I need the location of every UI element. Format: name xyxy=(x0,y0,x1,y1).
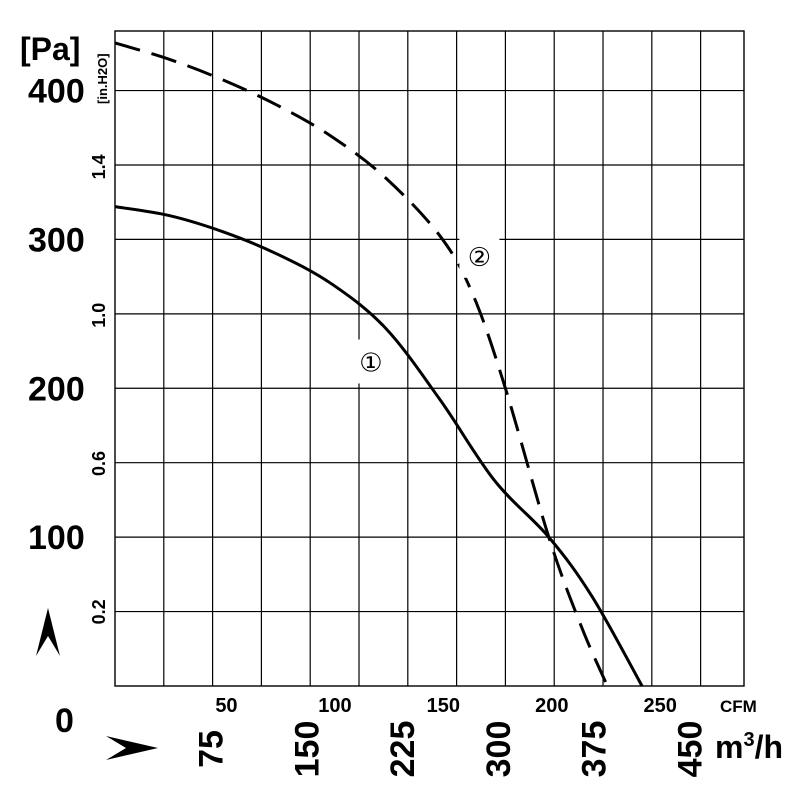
pa-tick-label: 200 xyxy=(28,370,85,408)
curves xyxy=(114,41,644,687)
m3h-tick-label: 150 xyxy=(288,721,326,778)
cfm-axis-ticks: 50 100 150 200 250 xyxy=(215,695,677,717)
cfm-tick-label: 250 xyxy=(644,695,677,717)
cfm-tick-label: 150 xyxy=(427,695,460,717)
inh2o-tick-label: 1.4 xyxy=(89,154,109,179)
inh2o-tick-label: 0.6 xyxy=(89,451,109,476)
inh2o-unit-label: [in.H2O] xyxy=(95,53,110,104)
curve-2 xyxy=(114,41,609,687)
pa-tick-label: 300 xyxy=(28,221,85,259)
curve-label-2: ② xyxy=(468,243,491,273)
curve-1 xyxy=(114,205,644,687)
pa-axis-ticks: 100 200 300 400 xyxy=(28,73,85,558)
m3h-tick-label: 450 xyxy=(671,721,709,778)
m3h-tick-label: 75 xyxy=(193,730,231,768)
plot-frame xyxy=(114,30,745,687)
m3h-axis-ticks: 75 150 225 300 375 450 xyxy=(193,721,710,778)
m3h-tick-label: 300 xyxy=(480,721,518,778)
inh2o-tick-label: 1.0 xyxy=(89,303,109,328)
cfm-tick-label: 200 xyxy=(535,695,568,717)
pa-tick-label: 400 xyxy=(28,73,85,111)
cfm-unit-label: CFM xyxy=(720,697,757,716)
m3h-unit-label: m3/h xyxy=(715,729,783,765)
y-axis-arrow-icon xyxy=(36,608,60,656)
curve-label-1-bg xyxy=(350,339,391,384)
inh2o-axis-ticks: 0.2 0.6 1.0 1.4 xyxy=(89,154,109,624)
pa-tick-label: 100 xyxy=(28,519,85,557)
grid xyxy=(115,31,744,686)
inh2o-tick-label: 0.2 xyxy=(89,599,109,624)
cfm-tick-label: 50 xyxy=(215,695,237,717)
x-axis-arrow-icon xyxy=(106,736,158,760)
m3h-tick-label: 375 xyxy=(576,721,614,778)
m3h-tick-label: 225 xyxy=(384,721,422,778)
curve-labels: ①② xyxy=(350,233,500,384)
cfm-tick-label: 100 xyxy=(318,695,351,717)
pa-unit-label: [Pa] xyxy=(20,31,80,67)
curve-label-1: ① xyxy=(359,348,382,378)
zero-label: 0 xyxy=(55,702,74,740)
curve-label-2-bg xyxy=(459,233,500,278)
